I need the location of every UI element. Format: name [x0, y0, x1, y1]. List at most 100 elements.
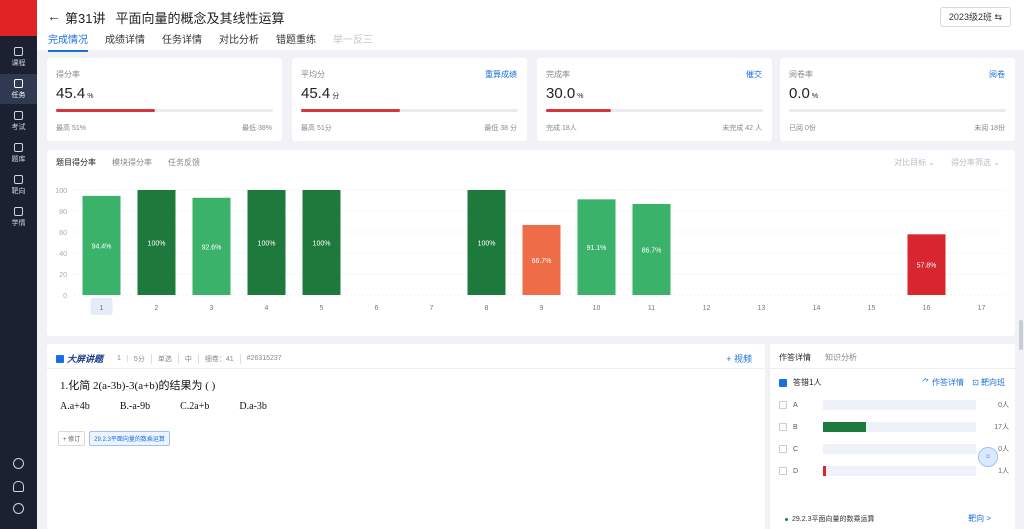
answer-option-row: A 0人 — [779, 399, 1009, 411]
checkbox[interactable] — [779, 423, 787, 431]
lesson-title: 平面向量的概念及其线性运算 — [115, 11, 285, 26]
tab-module-score-rate[interactable]: 模块得分率 — [112, 158, 152, 167]
option-count: 17人 — [994, 424, 1009, 431]
knowledge-tag[interactable]: 29.2.3平面向量的数乘运算 — [89, 431, 170, 446]
y-tick-label: 60 — [59, 230, 67, 237]
sidebar-item-label: 学情 — [11, 219, 26, 227]
sidebar-item-label: 考试 — [11, 123, 26, 131]
chart-bar — [467, 190, 506, 295]
checkbox[interactable] — [779, 467, 787, 475]
card-label: 得分率 — [56, 70, 80, 79]
tab-answer-detail[interactable]: 作答详情 — [779, 353, 811, 362]
progress-track — [56, 109, 273, 112]
chart-bar — [137, 190, 176, 295]
tab-score-detail[interactable]: 成绩详情 — [105, 35, 145, 46]
y-tick-label: 20 — [59, 272, 67, 279]
bar-value-label: 100% — [148, 241, 166, 248]
back-arrow-icon[interactable]: ← — [47, 8, 61, 24]
bar-value-label: 100% — [313, 241, 331, 248]
option-bar-track — [823, 444, 976, 454]
question-number: 1 — [117, 355, 128, 362]
question-header: 大屏讲题 1 5分 单选 中 细卷：41 #26315237 — [56, 352, 282, 365]
chart-bar — [302, 190, 341, 295]
wrong-answer-filter[interactable]: 答错1人 — [779, 377, 821, 388]
x-tick-label: 9 — [540, 305, 544, 312]
card-foot-left: 最高 51分 — [301, 125, 332, 132]
answer-option-row: C 0人 — [779, 443, 1009, 455]
chart-bar — [577, 199, 616, 295]
answer-actions: ⺈ 作答详情 ⊡ 靶向班 — [914, 377, 1005, 388]
tab-completion[interactable]: 完成情况 — [48, 31, 88, 52]
revise-button[interactable]: + 修订 — [58, 431, 86, 446]
main-tabs: 完成情况 成绩详情 任务详情 对比分析 错题重练 举一反三 — [48, 31, 390, 52]
tab-task-feedback[interactable]: 任务反馈 — [168, 158, 200, 167]
tab-task-detail[interactable]: 任务详情 — [162, 35, 202, 46]
checkbox[interactable] — [779, 445, 787, 453]
tab-mistake-practice[interactable]: 错题重练 — [276, 35, 316, 46]
option-bar-fill — [823, 422, 866, 432]
progress-fill — [546, 109, 612, 112]
tab-knowledge-analysis[interactable]: 知识分析 — [825, 353, 857, 362]
checkbox-checked[interactable] — [779, 378, 787, 387]
checkbox[interactable] — [779, 401, 787, 409]
question-text: 1.化简 2(a-3b)-3(a+b)的结果为 ( ) — [60, 380, 216, 392]
x-tick-label: 14 — [813, 305, 821, 312]
progress-fill — [56, 109, 155, 112]
chart-bar — [82, 195, 121, 295]
chart-bar — [247, 190, 286, 295]
score-rate-filter-select[interactable]: 得分率筛选 ⌄ — [951, 158, 1000, 167]
big-screen-brand: 大屏讲题 — [56, 352, 103, 365]
option-bar-track — [823, 466, 976, 476]
option-letter: B — [793, 423, 798, 431]
search-icon[interactable] — [0, 458, 37, 469]
scrollbar[interactable] — [1019, 320, 1023, 350]
app-logo — [0, 0, 37, 36]
bell-icon[interactable] — [0, 481, 37, 492]
target-link[interactable]: 靶向 > — [968, 514, 991, 523]
x-tick-label: 10 — [593, 305, 601, 312]
card-foot-right: 最低 38 分 — [484, 125, 517, 132]
book-icon — [14, 46, 23, 56]
y-tick-label: 80 — [59, 209, 67, 216]
sidebar-item-2[interactable]: 考试 — [0, 106, 37, 136]
stat-card-score-rate: 得分率 45.4% 最高 51% 最低 38% — [47, 58, 282, 141]
option-letter: A — [793, 401, 798, 409]
bar-value-label: 66.7% — [532, 258, 552, 265]
urge-submit-link[interactable]: 催交 — [746, 70, 762, 79]
divider — [47, 368, 765, 369]
sidebar-item-5[interactable]: 学情 — [0, 202, 37, 232]
option-count: 0人 — [998, 402, 1009, 409]
bar-value-label: 86.7% — [642, 247, 662, 254]
option-bar-track — [823, 400, 976, 410]
sidebar-item-1[interactable]: 任务 — [0, 74, 37, 104]
class-select[interactable]: 2023级2班 ⇆ — [939, 7, 1011, 27]
assistant-avatar-icon[interactable]: ☺ — [978, 447, 998, 467]
answer-option-row: D 1人 — [779, 465, 1009, 477]
score-chart-panel: 0 20 40 60 80 100 94.4% 1 100% 2 92.6% 3 100% 4 100% 5 6… — [47, 150, 1015, 336]
sidebar-item-label: 课程 — [11, 59, 26, 67]
sidebar-item-0[interactable]: 课程 — [0, 42, 37, 72]
tab-question-score-rate[interactable]: 题目得分率 — [56, 158, 96, 167]
grade-papers-link[interactable]: 阅卷 — [989, 70, 1005, 79]
page-header: ← 第31讲 平面向量的概念及其线性运算 2023级2班 ⇆ 完成情况 成绩详情 … — [37, 0, 1024, 52]
tab-comparison[interactable]: 对比分析 — [219, 35, 259, 46]
sidebar-item-label: 题库 — [11, 155, 26, 163]
recalculate-score-link[interactable]: 重算成绩 — [485, 70, 517, 79]
bar-value-label: 94.4% — [92, 243, 112, 250]
cube-icon — [14, 142, 23, 152]
bar-value-label: 91.1% — [587, 245, 607, 252]
target-class-link[interactable]: ⊡ 靶向班 — [972, 378, 1005, 387]
answer-detail-link[interactable]: ⺈ 作答详情 — [921, 378, 965, 387]
card-foot-left: 最高 51% — [56, 125, 86, 132]
sidebar-item-4[interactable]: 靶向 — [0, 170, 37, 200]
x-tick-label: 13 — [758, 305, 766, 312]
add-video-button[interactable]: + 视频 — [726, 354, 752, 364]
stat-card-grading: 阅卷率 阅卷 0.0% 已阅 0份 未阅 18份 — [780, 58, 1015, 141]
sidebar-item-3[interactable]: 题库 — [0, 138, 37, 168]
chart-filters: 对比目标 ⌄ 得分率筛选 ⌄ — [878, 157, 1000, 168]
card-foot-left: 完成 18人 — [546, 125, 577, 132]
settings-gear-icon[interactable] — [0, 503, 37, 514]
question-panel: 大屏讲题 1 5分 单选 中 细卷：41 #26315237 + 视频 1.化简… — [47, 344, 765, 529]
compare-target-select[interactable]: 对比目标 ⌄ — [894, 158, 936, 167]
dot-icon — [785, 517, 788, 521]
